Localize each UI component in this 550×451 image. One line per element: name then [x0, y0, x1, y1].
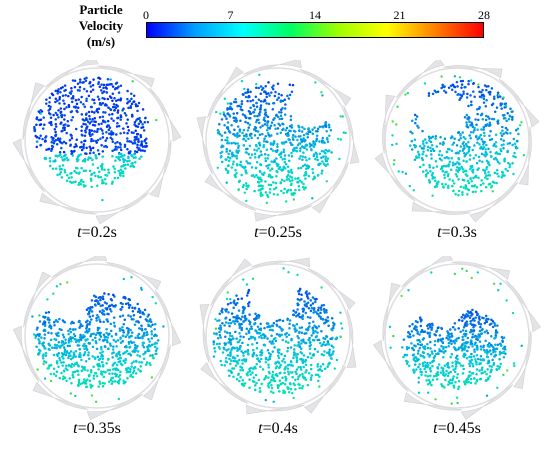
- time-caption: t=0.35s: [73, 420, 121, 437]
- vane-blade: [469, 181, 519, 223]
- colorbar-tick-label: 0: [143, 8, 149, 22]
- colorbar-tick-label: 21: [393, 8, 406, 22]
- panel-t-0-35: t=0.35s: [12, 256, 182, 437]
- vane-blade: [154, 289, 182, 347]
- vane-blade: [86, 393, 144, 421]
- vane-blade: [32, 381, 89, 410]
- particle-plot: [373, 256, 541, 420]
- colorbar-title: Particle Velocity (m/s): [62, 2, 140, 50]
- vane-blade: [303, 365, 347, 414]
- vane-blade: [44, 60, 99, 88]
- vane-blade: [311, 161, 349, 214]
- time-caption: t=0.45s: [433, 420, 481, 437]
- vane-blade: [12, 138, 45, 193]
- panel-t-0-4: t=0.4s: [193, 256, 363, 437]
- panel-t-0-25: t=0.25s: [193, 60, 363, 241]
- particles: [33, 76, 158, 202]
- vane-blade: [518, 126, 532, 186]
- vessel-wall: [205, 263, 351, 409]
- vane-blade: [50, 256, 108, 279]
- vane-blade: [207, 66, 245, 119]
- vane-blade: [200, 361, 249, 405]
- vane-blade: [382, 282, 401, 342]
- panel-t-0-2: t=0.2s: [12, 60, 182, 241]
- colorbar-title-line2: Velocity: [78, 18, 124, 33]
- vane-blade: [498, 78, 540, 128]
- particle-plot: [199, 257, 357, 415]
- particles: [388, 267, 523, 405]
- time-caption: t=0.2s: [77, 224, 117, 241]
- vane-blade: [460, 384, 514, 420]
- particles: [212, 267, 344, 403]
- particles: [215, 73, 347, 205]
- vane-blade: [299, 69, 352, 107]
- colorbar-tick-label: 28: [478, 8, 490, 22]
- vane-blade: [39, 192, 98, 215]
- time-caption: t=0.3s: [437, 224, 477, 241]
- vane-blade: [395, 60, 445, 99]
- vane-blade: [346, 309, 357, 368]
- vane-blade: [246, 404, 305, 415]
- vane-blade: [204, 173, 257, 211]
- vane-blade: [400, 256, 454, 288]
- vane-blade: [196, 116, 213, 175]
- particle-plot: [12, 60, 182, 225]
- particle-plot: [196, 60, 360, 222]
- time-caption: t=0.4s: [258, 420, 298, 437]
- vane-blade: [243, 60, 302, 75]
- colorbar-tick-label: 7: [227, 8, 234, 22]
- vane-blade: [307, 267, 356, 311]
- vane-blade: [251, 257, 310, 268]
- particle-plot: [12, 256, 182, 421]
- vane-blade: [382, 94, 396, 154]
- vane-blade: [199, 304, 210, 363]
- particles: [391, 75, 526, 197]
- vane-blade: [513, 330, 532, 390]
- vane-blade: [105, 262, 162, 291]
- vane-blade: [411, 201, 471, 215]
- vane-blade: [209, 258, 253, 307]
- vane-blade: [23, 271, 52, 328]
- particle-plot: [374, 60, 540, 223]
- vane-blade: [403, 392, 463, 411]
- vane-blade: [22, 82, 45, 141]
- vane-blade: [451, 261, 511, 280]
- vane-blade: [505, 279, 541, 333]
- vane-blade: [149, 139, 172, 198]
- vane-blade: [343, 105, 360, 164]
- panel-t-0-45: t=0.45s: [372, 256, 542, 437]
- vane-blade: [254, 205, 313, 222]
- vane-blade: [443, 65, 503, 79]
- colorbar-title-line1: Particle: [79, 2, 123, 17]
- vane-blade: [12, 325, 40, 383]
- particles: [31, 276, 165, 403]
- vane-blade: [142, 344, 171, 401]
- vessel-wall: [384, 67, 530, 213]
- vessel-wall: [384, 263, 530, 409]
- panel-t-0-3: t=0.3s: [372, 60, 542, 241]
- colorbar-title-line3: (m/s): [86, 34, 116, 49]
- vane-blade: [373, 339, 409, 393]
- colorbar-tick-label: 14: [309, 8, 321, 22]
- vane-blade: [96, 65, 155, 88]
- colorbar-gradient: [146, 22, 484, 38]
- time-caption: t=0.25s: [254, 224, 302, 241]
- vane-blade: [95, 192, 150, 225]
- vane-blade: [374, 152, 416, 202]
- vane-blade: [149, 87, 182, 142]
